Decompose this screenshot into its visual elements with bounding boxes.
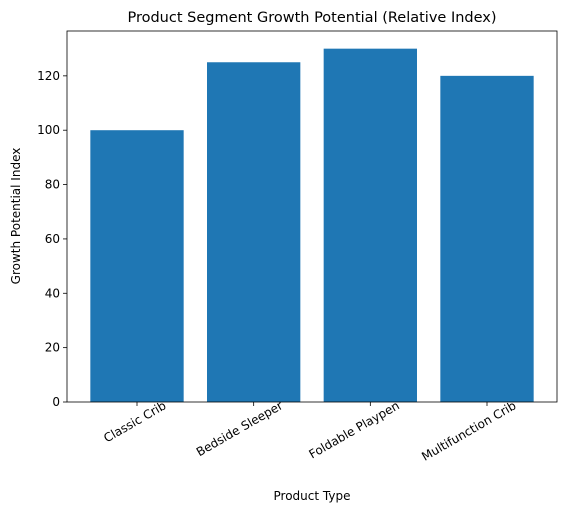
- y-tick-label-5: 100: [37, 123, 60, 137]
- chart-title: Product Segment Growth Potential (Relati…: [127, 10, 496, 26]
- y-tick-label-0: 0: [52, 395, 60, 409]
- x-axis-title: Product Type: [274, 489, 351, 503]
- plot-frame: [66, 30, 558, 403]
- x-tick-label-3: Multifunction Crib: [419, 398, 518, 463]
- y-tick-label-3: 60: [45, 232, 60, 246]
- x-tick-label-2: Foldable Playpen: [307, 398, 402, 461]
- x-tick-label-1: Bedside Sleeper: [194, 398, 285, 459]
- y-tick-label-6: 120: [37, 69, 60, 83]
- bar-0: [90, 130, 184, 402]
- bar-1: [207, 62, 301, 402]
- bar-2: [323, 48, 417, 403]
- y-axis-title: Growth Potential Index: [9, 148, 23, 285]
- y-tick-label-1: 20: [45, 341, 60, 355]
- bar-3: [440, 75, 534, 402]
- plot-area: 0 20 40 60 80 100 120 Classic Crib Bedside Sleep…: [37, 30, 558, 464]
- x-tick-label-0: Classic Crib: [101, 398, 168, 445]
- y-tick-label-4: 80: [45, 178, 60, 192]
- y-tick-label-2: 40: [45, 286, 60, 300]
